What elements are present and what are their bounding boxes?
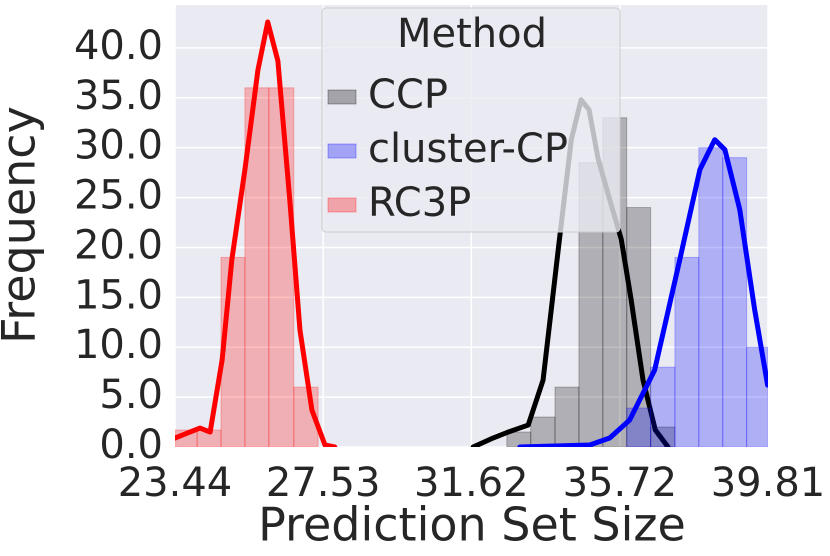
y-tick-label: 30.0 <box>74 123 163 169</box>
y-tick-label: 40.0 <box>74 23 163 69</box>
y-tick-label: 35.0 <box>74 73 163 119</box>
histogram-bar <box>268 87 295 447</box>
y-tick-label: 5.0 <box>99 372 163 418</box>
histogram-bar <box>722 157 748 447</box>
kde-curve <box>517 137 768 447</box>
histogram-bar <box>650 366 676 447</box>
histogram-bar <box>746 346 768 447</box>
legend-label: cluster-CP <box>368 126 568 172</box>
histogram-bar <box>530 416 556 447</box>
legend-label: RC3P <box>368 180 471 226</box>
legend: Method CCP cluster-CP RC3P <box>321 7 621 233</box>
x-tick-label: 23.44 <box>118 460 233 506</box>
histogram-bar <box>698 147 724 447</box>
histogram-bar <box>554 386 580 447</box>
x-axis-label: Prediction Set Size <box>258 498 686 552</box>
legend-label: CCP <box>368 72 448 118</box>
histogram-bar <box>674 256 700 447</box>
y-tick-label: 25.0 <box>74 173 163 219</box>
legend-title: Method <box>397 11 547 57</box>
legend-swatch <box>327 143 357 159</box>
legend-box <box>321 7 621 233</box>
x-tick-label: 39.81 <box>711 460 826 506</box>
histogram-bar <box>506 431 532 447</box>
x-tick-label: 31.62 <box>414 460 529 506</box>
y-tick-label: 20.0 <box>74 222 163 268</box>
y-tick-label: 10.0 <box>74 322 163 368</box>
kde-curve <box>175 19 338 447</box>
x-tick-label: 27.53 <box>266 460 381 506</box>
y-tick-label: 0.0 <box>99 422 163 468</box>
y-tick-label: 15.0 <box>74 272 163 318</box>
x-tick-label: 35.72 <box>563 460 678 506</box>
legend-swatch <box>327 89 357 105</box>
legend-swatch <box>327 197 357 213</box>
y-axis-label: Frequency <box>0 106 46 344</box>
